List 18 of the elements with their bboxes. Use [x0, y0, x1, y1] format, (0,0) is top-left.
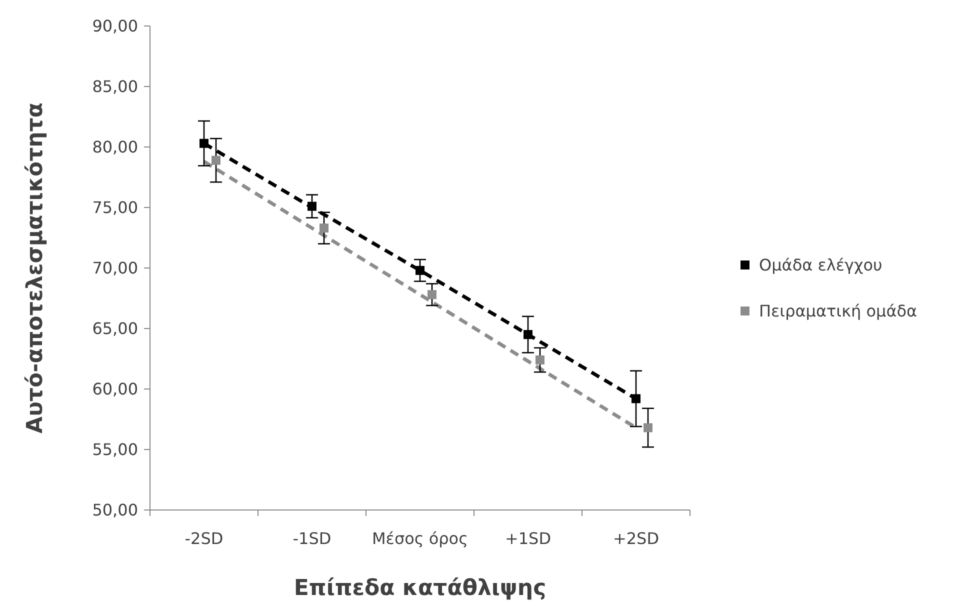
y-tick-label: 50,00	[92, 500, 138, 520]
x-tick-label: +2SD	[612, 529, 660, 548]
x-axis-title: Επίπεδα κατάθλιψης	[294, 576, 546, 601]
y-tick-label: 70,00	[92, 258, 138, 278]
x-tick-label: +1SD	[504, 529, 552, 548]
x-tick-label: -2SD	[184, 529, 224, 548]
y-axis-title: Αυτό-αποτελεσματικότητα	[23, 102, 48, 434]
y-tick-label: 75,00	[92, 198, 138, 218]
x-tick-label: -1SD	[292, 529, 332, 548]
y-tick-label: 85,00	[92, 77, 138, 96]
legend-label: Ομάδα ελέγχου	[759, 256, 882, 275]
x-tick-label: Μέσος όρος	[372, 529, 468, 548]
y-tick-label: 55,00	[92, 440, 138, 460]
y-tick-label: 90,00	[92, 16, 138, 36]
y-tick-label: 60,00	[92, 380, 138, 399]
y-tick-label: 80,00	[92, 138, 138, 157]
legend-label: Πειραματική ομάδα	[759, 302, 918, 321]
y-tick-label: 65,00	[92, 319, 138, 338]
